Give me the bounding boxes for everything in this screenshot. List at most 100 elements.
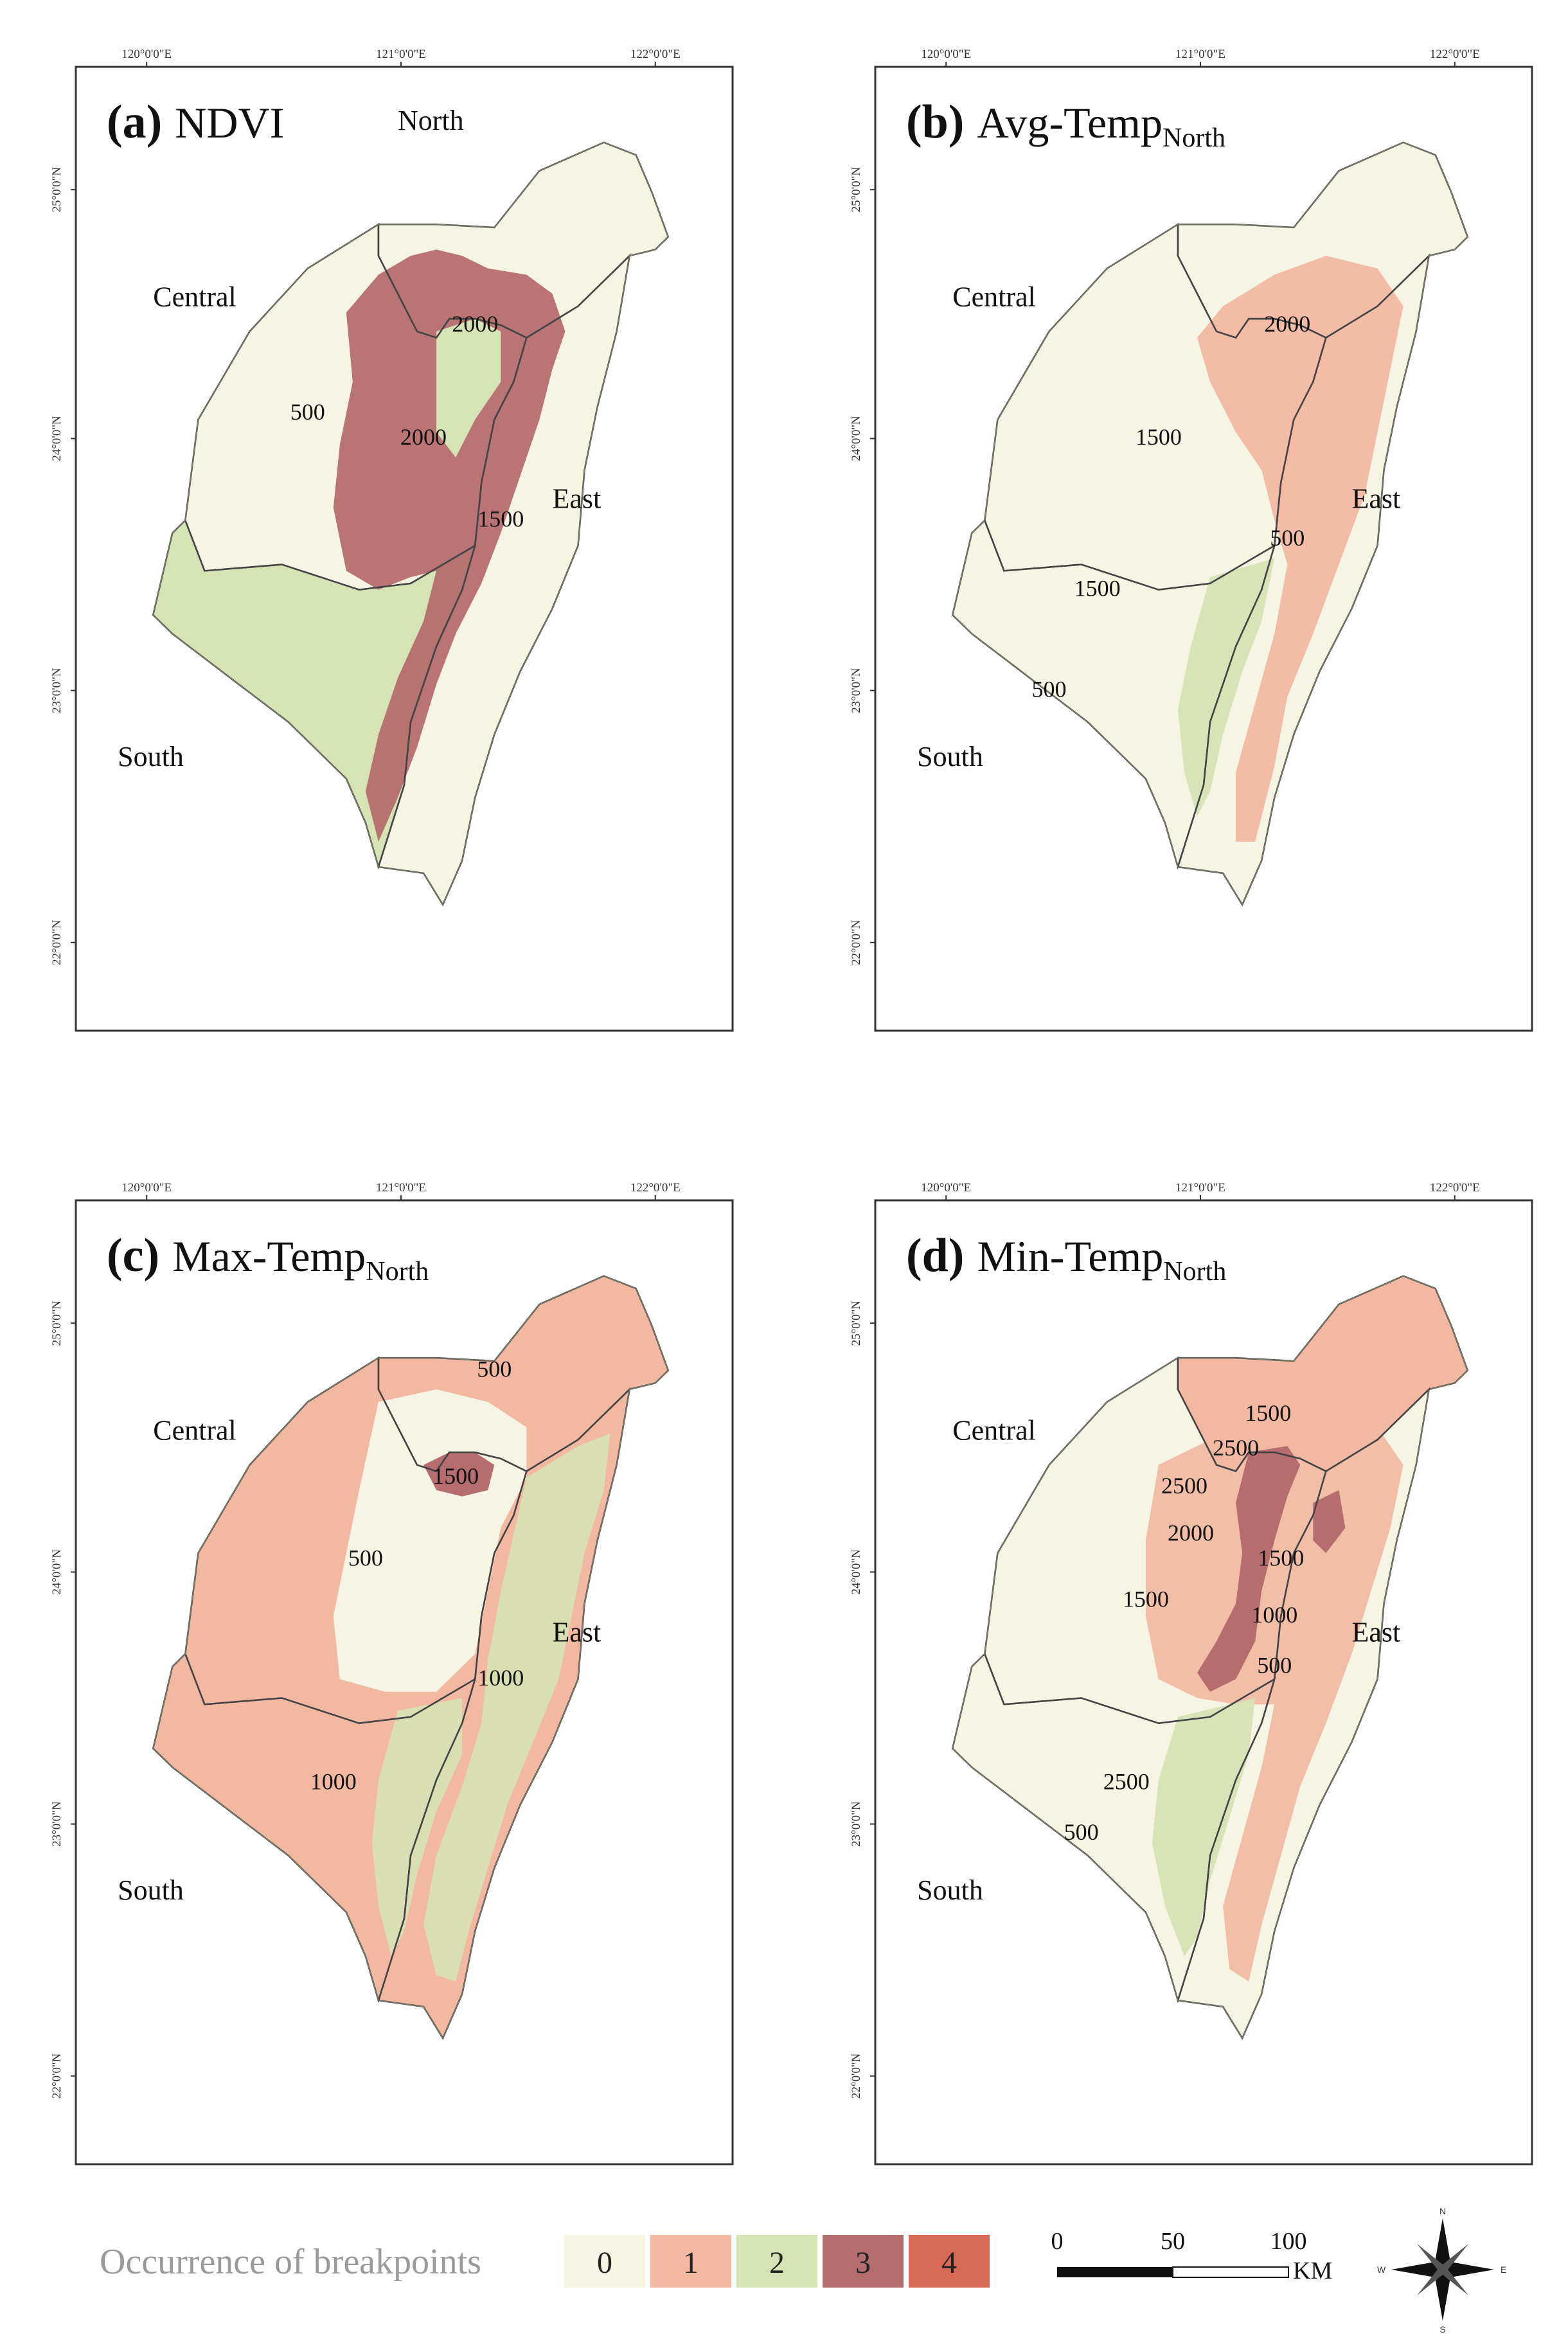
elevation-label: 1500: [1258, 1545, 1304, 1571]
compass-south-label: S: [1439, 2324, 1445, 2335]
breakpoint-zone: [1197, 1446, 1301, 1692]
map-panel-d: 120°0'0"E 121°0'0"E 122°0'0"E 25°0'0"N 24°0'…: [850, 1181, 1533, 2166]
region-label-east: East: [1351, 1616, 1400, 1648]
elevation-label: 2500: [1161, 1473, 1207, 1499]
compass-west-label: W: [1377, 2264, 1386, 2275]
breakpoint-zone: [1177, 558, 1275, 817]
latitude-label: 25°0'0"N: [850, 1301, 863, 1346]
region-label-east: East: [552, 483, 601, 514]
legend-swatch-2: [736, 2235, 817, 2288]
panel-subscript: North: [366, 1257, 429, 1286]
map-content: [152, 141, 670, 907]
region-label-south: South: [118, 741, 184, 772]
elevation-label: 1000: [310, 1769, 357, 1795]
compass-north-label: N: [1439, 2206, 1446, 2216]
legend-label: 0: [597, 2246, 612, 2280]
breakpoint-zone: [436, 319, 501, 458]
elevation-label: 1500: [1074, 576, 1121, 601]
elevation-label: 2000: [452, 311, 498, 337]
panel-letter: (b): [906, 96, 964, 148]
legend-label: 4: [941, 2246, 957, 2280]
elevation-label: 500: [1257, 1652, 1292, 1678]
panel-subscript: North: [1163, 123, 1225, 153]
scale-bar-tick-label: 100: [1270, 2228, 1307, 2255]
latitude-label: 23°0'0"N: [850, 1801, 863, 1847]
latitude-label: 24°0'0"N: [850, 416, 863, 461]
panel-letter: (a): [107, 96, 162, 148]
compass-icon: N S E W: [1377, 2206, 1506, 2335]
elevation-label: 1000: [477, 1665, 524, 1691]
panel-variable: NDVI: [175, 98, 284, 147]
panel-letter: (d): [906, 1229, 964, 1282]
elevation-label: 2000: [1168, 1520, 1214, 1545]
elevation-label: 2000: [1264, 311, 1310, 337]
breakpoint-zone: [1313, 1490, 1346, 1554]
elevation-label: 500: [1064, 1819, 1099, 1845]
breakpoint-zone: [371, 1698, 463, 1957]
longitude-label: 122°0'0"E: [630, 48, 681, 61]
latitude-label: 22°0'0"N: [850, 920, 863, 965]
elevation-label: 500: [477, 1356, 512, 1382]
longitude-label: 122°0'0"E: [1430, 1181, 1480, 1195]
elevation-label: 2500: [1213, 1435, 1259, 1461]
panel-title: (b) Avg-TempNorth: [906, 96, 1225, 153]
scale-bar-segment: [1057, 2267, 1173, 2277]
longitude-label: 120°0'0"E: [921, 1181, 971, 1195]
elevation-label: 500: [1032, 676, 1067, 702]
region-label-central: Central: [952, 281, 1036, 313]
breakpoint-zone: [333, 249, 566, 842]
panel-letter: (c): [107, 1229, 159, 1282]
coastline: [152, 1275, 669, 2040]
panel-title: (a) NDVI: [107, 96, 284, 148]
elevation-label: 1000: [1251, 1602, 1297, 1628]
latitude-label: 22°0'0"N: [850, 2053, 863, 2099]
longitude-label: 121°0'0"E: [1175, 1181, 1225, 1195]
scale-bar-tick-label: 50: [1161, 2228, 1185, 2255]
coastline: [952, 1275, 1468, 2040]
region-north: [1177, 142, 1468, 338]
longitude-label: 122°0'0"E: [1430, 48, 1480, 61]
coastline: [152, 141, 669, 906]
longitude-label: 122°0'0"E: [630, 1181, 681, 1195]
compass-needle-north: [1435, 2218, 1450, 2270]
region-label-north: North: [398, 105, 464, 136]
legend-swatch-1: [650, 2235, 731, 2288]
scale-bar-tick-label: 0: [1051, 2228, 1064, 2255]
region-north: [1177, 1276, 1468, 1472]
compass-needle-east: [1443, 2262, 1494, 2277]
elevation-label: 2500: [1103, 1769, 1150, 1795]
elevation-label: 1500: [477, 506, 524, 532]
compass-needle-south: [1435, 2270, 1450, 2321]
region-label-south: South: [917, 741, 983, 772]
panel-subscript: North: [1163, 1257, 1226, 1286]
latitude-label: 24°0'0"N: [50, 1549, 64, 1595]
elevation-label: 500: [1270, 525, 1305, 551]
map-panel-a: 120°0'0"E 121°0'0"E 122°0'0"E 25°0'0"N 24°0'…: [50, 48, 734, 1032]
map-content: [951, 1275, 1469, 2040]
latitude-label: 22°0'0"N: [50, 2053, 64, 2099]
latitude-label: 23°0'0"N: [50, 1801, 64, 1847]
longitude-label: 120°0'0"E: [921, 48, 971, 61]
region-label-south: South: [118, 1874, 184, 1906]
legend: Occurrence of breakpoints 0 1 2 3 4: [100, 2235, 990, 2288]
latitude-label: 25°0'0"N: [850, 167, 863, 213]
compass-east-label: E: [1501, 2264, 1506, 2275]
longitude-label: 121°0'0"E: [376, 48, 426, 61]
legend-label: 2: [769, 2246, 785, 2280]
legend-swatch-0: [564, 2235, 645, 2288]
breakpoint-zone: [1152, 1698, 1256, 1957]
map-panel-c: 120°0'0"E 121°0'0"E 122°0'0"E 25°0'0"N 24°0'…: [50, 1181, 734, 2166]
scale-bar-unit: KM: [1293, 2257, 1332, 2284]
latitude-label: 24°0'0"N: [50, 416, 64, 461]
compass-needle-west: [1391, 2262, 1443, 2277]
breakpoint-zone: [1145, 1421, 1403, 1982]
latitude-label: 22°0'0"N: [50, 920, 64, 965]
region-label-central: Central: [952, 1415, 1036, 1446]
scale-bar-segment: [1172, 2266, 1289, 2278]
map-content: [152, 1275, 670, 2040]
region-label-east: East: [552, 1616, 601, 1648]
longitude-label: 121°0'0"E: [376, 1181, 426, 1195]
map-panel-b: 120°0'0"E 121°0'0"E 122°0'0"E 25°0'0"N 24°0'…: [850, 48, 1533, 1032]
